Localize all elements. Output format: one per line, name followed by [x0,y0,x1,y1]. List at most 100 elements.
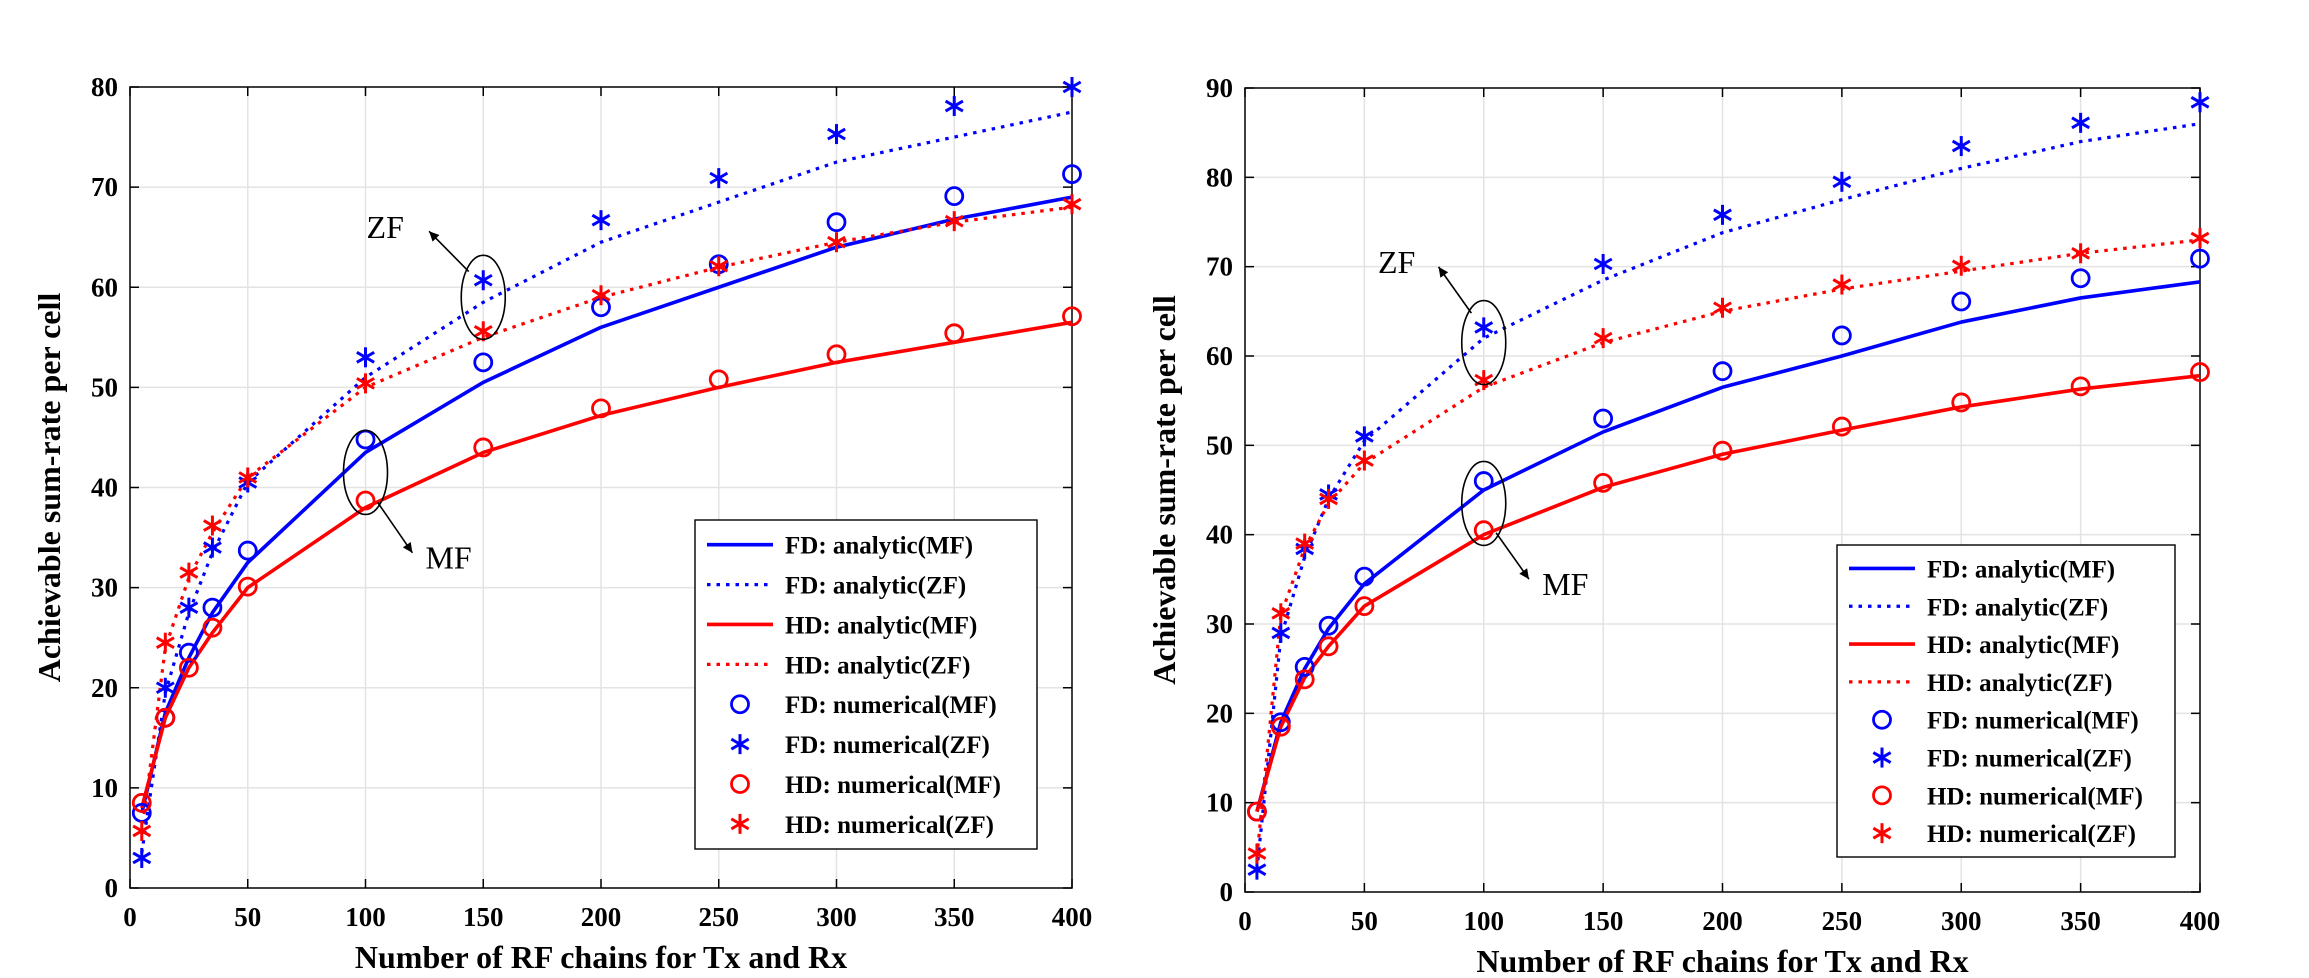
legend-swatch-fd-numerical-zf-stroke [1872,751,1892,764]
legend-label-fd-analytic-zf: FD: analytic(ZF) [1927,594,2108,621]
series-line-hd-analytic-zf [140,205,1073,834]
annotation-label: ZF [367,209,404,245]
marker-star-hd-numerical-zf-stroke [203,519,222,532]
marker-star-fd-numerical-zf [1713,204,1732,225]
annotation-arrowhead [429,231,440,242]
marker-star-fd-numerical-zf [132,847,152,868]
marker-star-hd-numerical-zf-stroke [1295,537,1315,550]
marker-circle-hd-numerical-mf [237,576,258,597]
y-tick-label: 90 [1206,73,1233,103]
marker-star-hd-numerical-zf-stroke [709,259,729,273]
legend-box [1836,544,2176,858]
marker-star-hd-numerical-zf [1832,274,1852,295]
marker-star-hd-numerical-zf-stroke [473,325,493,338]
marker-circle-hd-numerical-mf [131,792,152,813]
x-tick-label: 300 [1941,906,1982,936]
series-markers-fd-numerical-mf [131,164,1082,823]
marker-circle-fd-numerical-mf [1593,408,1614,429]
marker-circle-hd-numerical-mf [1247,801,1267,822]
marker-star-fd-numerical-zf-stroke [944,99,964,113]
x-tick-label: 300 [816,902,857,932]
marker-circle-fd-numerical-mf [1712,361,1733,382]
legend-swatch-hd-numerical-zf [1872,823,1892,844]
annotation-arrowhead [1519,568,1529,580]
annotation-zf: ZF [1378,244,1507,386]
marker-star-fd-numerical-zf-stroke [155,681,175,695]
marker-star-fd-numerical-zf [591,210,611,231]
annotation-zf: ZF [367,209,507,341]
legend-swatch-hd-numerical-zf-stroke [730,817,750,831]
legend-label-fd-numerical-zf: FD: numerical(ZF) [785,732,990,759]
legend-label-fd-analytic-mf: FD: analytic(MF) [1927,556,2115,583]
legend-label-hd-numerical-zf: HD: numerical(ZF) [785,812,994,839]
marker-circle-fd-numerical-mf [944,186,965,207]
y-axis-title: Achievable sum-rate per cell [1146,295,1182,685]
series-markers-hd-numerical-mf [1247,362,2210,822]
marker-circle-fd-numerical-mf [2190,248,2210,269]
y-tick-label: 60 [1206,341,1233,371]
x-tick-label: 400 [2180,906,2221,936]
marker-star-hd-numerical-zf [473,321,493,342]
x-tick-label: 0 [123,902,137,932]
marker-circle-fd-numerical-mf [473,352,494,373]
y-tick-label: 30 [1206,609,1233,639]
marker-star-hd-numerical-zf [1247,843,1267,864]
y-tick-label: 80 [1206,162,1233,192]
legend-label-hd-numerical-mf: HD: numerical(MF) [785,772,1001,799]
marker-circle-hd-numerical-mf [178,657,199,678]
x-tick-label: 150 [1583,906,1624,936]
marker-circle-hd-numerical-mf [355,490,376,511]
marker-star-hd-numerical-zf [132,820,152,841]
marker-star-hd-numerical-zf-stroke [2071,246,2091,260]
marker-circle-fd-numerical-mf [237,540,258,561]
legend-box [694,519,1038,850]
marker-star-hd-numerical-zf-stroke [132,824,152,838]
marker-circle-hd-numerical-mf [1062,306,1082,327]
legend-label-hd-analytic-mf: HD: analytic(MF) [785,612,977,639]
x-tick-label: 100 [1464,906,1505,936]
legend: FD: analytic(MF) FD: analytic(ZF) HD: anal… [694,519,1038,850]
legend-label-fd-numerical-mf: FD: numerical(MF) [785,692,997,719]
legend-swatch-fd-numerical-zf-stroke [730,737,750,751]
marker-star-hd-numerical-zf-stroke [2190,231,2210,245]
marker-star-hd-numerical-zf [1951,255,1971,276]
y-axis-title: Achievable sum-rate per cell [31,293,67,683]
legend-label-hd-numerical-zf: HD: numerical(ZF) [1927,821,2136,848]
x-tick-label: 50 [1351,906,1378,936]
legend-swatch-fd-numerical-mf [730,694,750,715]
x-tick-label: 200 [1702,906,1743,936]
marker-circle-hd-numerical-mf [1593,472,1614,493]
marker-star-fd-numerical-zf-stroke [473,273,493,287]
x-tick-label: 100 [345,902,386,932]
marker-star-fd-numerical-zf-stroke [132,851,152,865]
marker-star-fd-numerical-zf-stroke [2190,95,2210,109]
y-tick-label: 0 [105,873,119,903]
annotation-arrowhead [402,541,413,553]
marker-star-hd-numerical-zf [1062,194,1082,215]
x-tick-label: 50 [234,902,261,932]
y-tick-label: 10 [1206,788,1233,818]
marker-star-hd-numerical-zf [2190,228,2210,249]
annotation-mf: MF [1460,460,1588,602]
marker-circle-hd-numerical-mf [2190,362,2210,382]
x-tick-label: 250 [1822,906,1863,936]
marker-circle-fd-numerical-mf [1951,291,1972,312]
marker-circle-fd-numerical-mf [1062,164,1082,185]
marker-circle-hd-numerical-mf [1951,392,1972,413]
marker-star-fd-numerical-zf [1354,426,1374,447]
legend-swatch-fd-numerical-zf [730,734,750,755]
annotation-ellipse [342,429,389,516]
y-tick-label: 70 [1206,252,1233,282]
marker-circle-hd-numerical-mf [2070,376,2091,397]
y-tick-label: 40 [1206,520,1233,550]
x-axis-title: Number of RF chains for Tx and Rx [1476,943,1968,978]
marker-star-fd-numerical-zf-stroke [356,351,375,364]
marker-star-hd-numerical-zf [155,632,175,653]
marker-star-fd-numerical-zf [179,597,199,618]
y-tick-label: 70 [91,172,118,202]
marker-circle-hd-numerical-mf [1270,716,1291,737]
x-tick-label: 350 [2060,906,2101,936]
marker-circle-fd-numerical-mf [1318,615,1339,636]
x-tick-label: 150 [463,902,504,932]
marker-star-fd-numerical-zf-stroke [1062,80,1082,94]
